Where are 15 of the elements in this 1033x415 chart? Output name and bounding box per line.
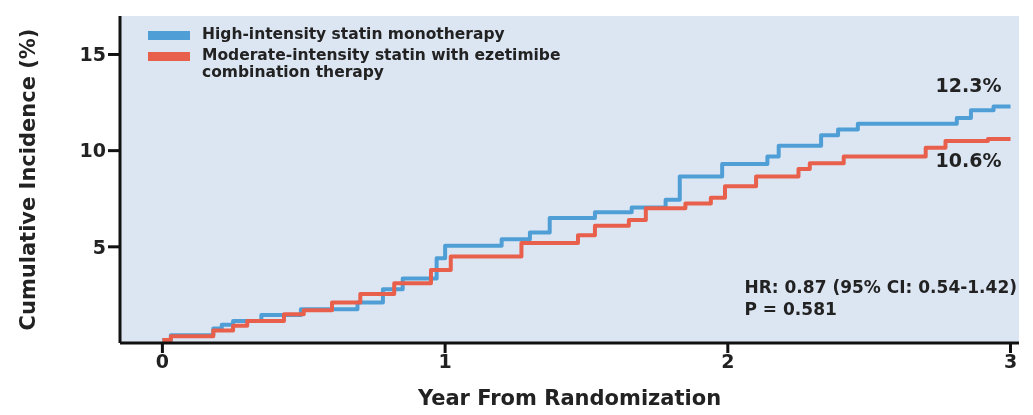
legend-label: Moderate-intensity statin with ezetimibe combination therapy bbox=[202, 46, 562, 81]
annotation: 12.3% bbox=[935, 74, 1002, 97]
x-tick-label: 2 bbox=[721, 350, 735, 373]
annotation: HR: 0.87 (95% CI: 0.54-1.42) bbox=[744, 276, 1017, 298]
x-axis-title: Year From Randomization bbox=[416, 386, 722, 410]
y-axis-title: Cumulative Incidence (%) bbox=[16, 28, 41, 331]
x-tick-label: 1 bbox=[438, 350, 452, 373]
y-tick-label: 5 bbox=[92, 235, 106, 258]
y-tick-label: 15 bbox=[79, 43, 106, 66]
annotation: P = 0.581 bbox=[744, 298, 838, 320]
x-tick-label: 3 bbox=[1003, 350, 1018, 373]
legend-label: High-intensity statin monotherapy bbox=[202, 25, 505, 43]
annotation: 10.6% bbox=[935, 148, 1002, 171]
x-tick-label: 0 bbox=[155, 350, 170, 373]
y-tick-label: 10 bbox=[79, 139, 106, 162]
